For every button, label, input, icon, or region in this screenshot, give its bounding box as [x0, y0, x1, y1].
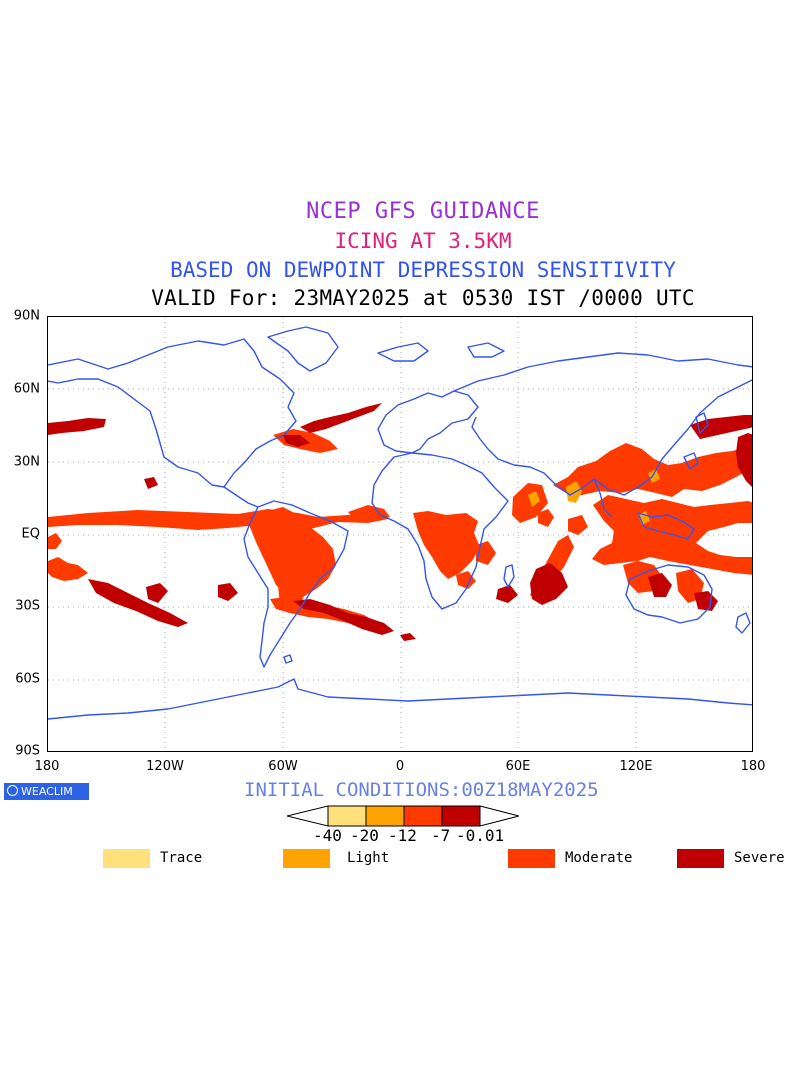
- initial-conditions: INITIAL CONDITIONS:00Z18MAY2025: [244, 779, 599, 801]
- colorbar: [287, 805, 519, 827]
- map-subtitle-variable: ICING AT 3.5KM: [334, 229, 512, 253]
- legend-label-light: Light: [347, 850, 390, 866]
- lat-label-90s: 90S: [15, 743, 40, 759]
- lon-label-180w: 180: [34, 759, 60, 774]
- legend-label-severe: Severe: [734, 850, 785, 866]
- legend-swatch-severe: [677, 849, 724, 868]
- colorbar-swatch-trace: [327, 805, 367, 827]
- legend-label-moderate: Moderate: [565, 850, 633, 866]
- lat-label-60s: 60S: [15, 671, 40, 687]
- colorbar-tick-2: -20: [350, 826, 379, 845]
- lat-label-30n: 30N: [13, 454, 40, 470]
- colorbar-swatch-light: [365, 805, 405, 827]
- lon-label-60e: 60E: [505, 759, 531, 774]
- colorbar-tick-1: -40: [313, 826, 342, 845]
- map-valid-time: VALID For: 23MAY2025 at 0530 IST /0000 U…: [151, 286, 695, 310]
- colorbar-swatch-moderate: [403, 805, 443, 827]
- lat-label-30s: 30S: [15, 598, 40, 614]
- icing-severe-regions: [48, 403, 752, 641]
- world-map: [47, 316, 753, 752]
- colorbar-tick-3: -12: [388, 826, 417, 845]
- colorbar-swatch-severe: [441, 805, 481, 827]
- lon-label-60w: 60W: [268, 759, 298, 774]
- lat-label-90n: 90N: [13, 308, 40, 324]
- lon-label-0: 0: [395, 759, 405, 774]
- lat-label-eq: EQ: [21, 526, 40, 542]
- weaclim-logo-icon: [7, 785, 18, 796]
- brand-name: WEACLIM: [21, 785, 73, 798]
- weaclim-logo: WEACLIM: [4, 783, 89, 800]
- map-title: NCEP GFS GUIDANCE: [306, 199, 540, 224]
- lon-label-180e: 180: [740, 759, 766, 774]
- lon-label-120w: 120W: [146, 759, 184, 774]
- lon-label-120e: 120E: [619, 759, 653, 774]
- map-canvas: [48, 317, 752, 751]
- legend-swatch-trace: [103, 849, 150, 868]
- colorbar-left-arrow: [287, 805, 329, 827]
- legend-swatch-light: [283, 849, 330, 868]
- coastlines: [48, 326, 752, 720]
- map-subtitle-method: BASED ON DEWPOINT DEPRESSION SENSITIVITY: [170, 258, 676, 282]
- colorbar-tick-4: -7: [431, 826, 451, 845]
- colorbar-tick-5: -0.01: [456, 826, 505, 845]
- legend-label-trace: Trace: [160, 850, 203, 866]
- legend-swatch-moderate: [508, 849, 555, 868]
- lat-label-60n: 60N: [13, 381, 40, 397]
- colorbar-right-arrow: [479, 805, 519, 827]
